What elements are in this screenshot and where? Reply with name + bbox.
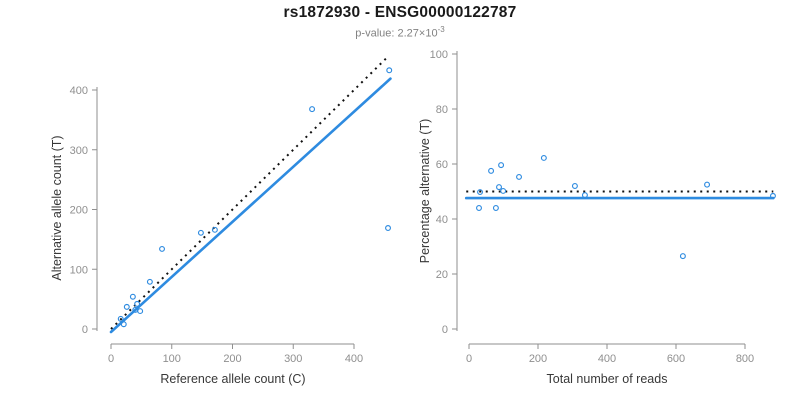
data-point: [309, 106, 316, 113]
x-tick-label: 800: [736, 353, 754, 365]
right-y-axis-title: Percentage alternative (T): [418, 118, 432, 264]
y-tick-label: 100: [430, 49, 448, 61]
x-tick-label: 600: [667, 353, 685, 365]
figure-subtitle: p-value: 2.27×10-3: [0, 25, 800, 40]
regression-line: [109, 77, 392, 334]
data-point: [123, 303, 130, 310]
y-tick-label: 400: [70, 85, 88, 97]
data-point: [488, 167, 495, 174]
data-point: [386, 67, 393, 74]
data-point: [476, 205, 482, 211]
data-point: [498, 162, 505, 169]
x-tick-label: 100: [163, 353, 181, 365]
x-tick-label: 200: [223, 353, 241, 365]
x-tick-label: 300: [284, 353, 302, 365]
data-point: [540, 154, 547, 161]
y-tick-label: 200: [70, 205, 88, 217]
data-point: [385, 225, 391, 231]
y-tick-label: 0: [82, 324, 88, 336]
x-tick-label: 200: [529, 353, 547, 365]
left-y-axis-title: Alternative allele count (T): [50, 135, 64, 281]
y-tick-label: 80: [436, 104, 448, 116]
data-point: [211, 226, 218, 233]
identity-line: [110, 56, 389, 330]
data-point: [117, 315, 124, 322]
y-tick-label: 100: [70, 264, 88, 276]
data-point: [129, 293, 136, 300]
y-tick-label: 0: [442, 324, 448, 336]
pvalue-text: p-value: 2.27×10: [355, 27, 438, 40]
left-x-axis-title: Reference allele count (C): [160, 372, 306, 386]
panel-allele-counts: 0 100 200 300 400 0 100 200 300 400: [70, 56, 393, 365]
data-point: [500, 187, 507, 194]
y-tick-label: 40: [436, 214, 448, 226]
data-point: [571, 183, 578, 189]
data-point: [581, 192, 588, 199]
pvalue-exponent: -3: [437, 25, 445, 34]
x-tick-label: 400: [598, 353, 616, 365]
panel-percentage-vs-total: 0 200 400 600 800 0 20 40 60 80 100: [430, 49, 776, 365]
y-tick-label: 300: [70, 145, 88, 157]
data-point: [769, 192, 776, 199]
data-point: [146, 278, 153, 285]
data-point: [159, 245, 166, 252]
y-tick-label: 60: [436, 159, 448, 171]
data-point: [492, 205, 499, 211]
figure-title: rs1872930 - ENSG00000122787: [283, 4, 517, 21]
data-point: [516, 173, 523, 180]
data-point: [120, 321, 127, 328]
data-point: [134, 300, 141, 307]
x-tick-label: 400: [345, 353, 363, 365]
x-tick-label: 0: [466, 353, 472, 365]
y-tick-label: 20: [436, 269, 448, 281]
data-point: [477, 189, 484, 196]
data-point: [496, 184, 502, 191]
right-x-axis-title: Total number of reads: [546, 372, 668, 386]
data-point: [197, 229, 204, 236]
x-tick-label: 0: [108, 353, 114, 365]
data-point: [704, 181, 711, 188]
data-point: [137, 308, 144, 315]
data-point: [679, 253, 686, 260]
